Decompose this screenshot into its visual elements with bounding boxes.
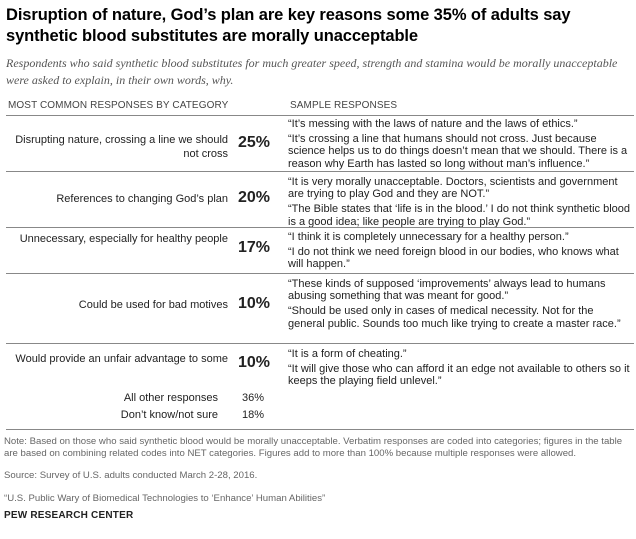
category-percent: 10% (238, 295, 271, 312)
sample-responses: “It is a form of cheating.” “It will giv… (288, 348, 633, 391)
footer-divider (6, 429, 634, 430)
other-value: 18% (242, 409, 265, 421)
column-header-responses: SAMPLE RESPONSES (290, 100, 398, 111)
table-row: Disrupting nature, crossing a line we sh… (6, 116, 634, 172)
sample-response: “It will give those who can afford it an… (288, 363, 630, 388)
other-label: Don’t know/not sure (120, 409, 218, 421)
sample-responses: “I think it is completely unnecessary fo… (288, 231, 633, 274)
sample-response: “It is very morally unacceptable. Doctor… (288, 176, 618, 201)
category-percent: 17% (238, 239, 271, 256)
sample-response: “I think it is completely unnecessary fo… (288, 231, 569, 243)
table-row: Unnecessary, especially for healthy peop… (6, 228, 634, 274)
table-row: Could be used for bad motives 10% “These… (6, 274, 634, 344)
subtitle: Respondents who said synthetic blood sub… (6, 56, 618, 87)
sample-response: “It’s crossing a line that humans should… (288, 133, 628, 170)
brand-logo-text: PEW RESEARCH CENTER (4, 510, 134, 521)
category-label: Unnecessary, especially for healthy peop… (19, 233, 228, 245)
sample-response: “The Bible states that ‘life is in the b… (288, 203, 631, 228)
sample-responses: “It is very morally unacceptable. Doctor… (288, 176, 633, 231)
other-responses-row: All other responses 36% (6, 392, 306, 406)
row-divider (6, 273, 634, 274)
other-label: All other responses (123, 392, 218, 404)
table-row: References to changing God’s plan 20% “I… (6, 172, 634, 228)
category-label: Would provide an unfair advantage to som… (15, 353, 228, 365)
category-label: Disrupting nature, crossing a line we sh… (15, 134, 228, 160)
note-text: Note: Based on those who said synthetic … (4, 436, 623, 459)
row-divider (6, 171, 634, 172)
category-label: Could be used for bad motives (78, 299, 228, 311)
category-percent: 25% (238, 134, 271, 151)
sample-response: “Should be used only in cases of medical… (288, 305, 621, 330)
dont-know-row: Don’t know/not sure 18% (6, 409, 306, 423)
category-label: References to changing God’s plan (56, 193, 228, 205)
sample-response: “It’s messing with the laws of nature an… (288, 118, 578, 130)
other-value: 36% (242, 392, 265, 404)
column-header-categories: MOST COMMON RESPONSES BY CATEGORY (8, 100, 229, 111)
sample-response: “It is a form of cheating.” (288, 348, 407, 360)
report-title: “U.S. Public Wary of Biomedical Technolo… (4, 493, 326, 504)
header-divider (6, 115, 634, 116)
category-percent: 10% (238, 354, 271, 371)
sample-response: “I do not think we need foreign blood in… (288, 246, 619, 271)
row-divider (6, 227, 634, 228)
table-row: Would provide an unfair advantage to som… (6, 344, 634, 389)
category-percent: 20% (238, 189, 271, 206)
row-divider (6, 343, 634, 344)
sample-response: “These kinds of supposed ‘improvements’ … (288, 278, 606, 303)
page-title: Disruption of nature, God’s plan are key… (6, 6, 571, 45)
source-text: Source: Survey of U.S. adults conducted … (4, 470, 258, 481)
sample-responses: “It’s messing with the laws of nature an… (288, 118, 633, 173)
sample-responses: “These kinds of supposed ‘improvements’ … (288, 278, 633, 333)
